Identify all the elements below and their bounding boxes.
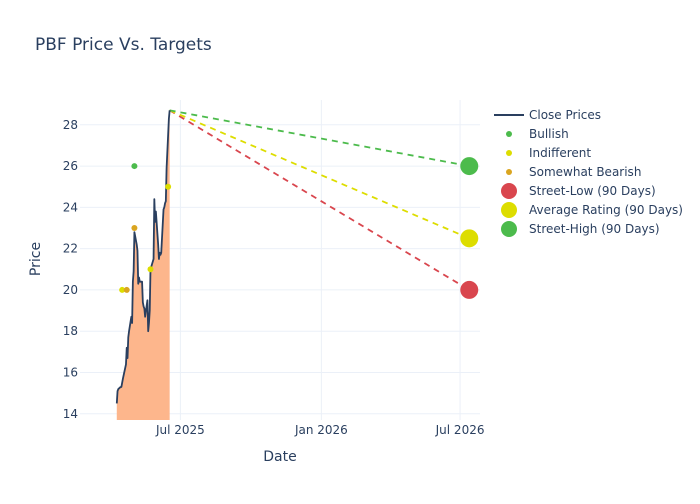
target-dashed-line xyxy=(169,109,470,167)
legend-label: Street-Low (90 Days) xyxy=(529,184,656,198)
legend-label: Indifferent xyxy=(529,146,591,160)
legend-label: Close Prices xyxy=(529,108,601,122)
y-tick-label: 24 xyxy=(63,200,78,214)
x-tick-label: Jul 2026 xyxy=(435,423,485,437)
y-tick-label: 14 xyxy=(63,407,78,421)
legend-label: Average Rating (90 Days) xyxy=(529,203,683,217)
y-tick-label: 20 xyxy=(63,283,78,297)
rating-marker xyxy=(131,163,138,170)
y-tick-label: 16 xyxy=(63,366,78,380)
target-marker xyxy=(460,280,479,299)
legend-swatch-target xyxy=(501,202,517,218)
x-tick-label: Jul 2025 xyxy=(155,423,205,437)
rating-markers xyxy=(119,157,479,299)
rating-marker xyxy=(123,286,130,293)
target-dashed-line xyxy=(169,109,470,291)
close-price-area xyxy=(116,110,170,421)
close-price-fill xyxy=(116,110,170,421)
rating-marker xyxy=(131,225,138,231)
y-tick-label: 28 xyxy=(63,118,78,132)
chart-title: PBF Price Vs. Targets xyxy=(35,35,212,55)
legend: Close Prices Bullish Indifferent Somewhat B… xyxy=(494,108,683,237)
legend-label: Bullish xyxy=(529,127,569,141)
y-tick-label: 18 xyxy=(63,324,78,338)
rating-marker xyxy=(165,183,172,190)
legend-label: Street-High (90 Days) xyxy=(529,222,660,236)
legend-swatch-target xyxy=(501,221,517,237)
close-price-line xyxy=(115,110,171,404)
x-tick-label: Jan 2026 xyxy=(294,423,348,437)
target-lines xyxy=(169,109,470,291)
x-axis-label: Date xyxy=(263,449,296,465)
legend-swatch-marker xyxy=(506,169,512,175)
legend-label: Somewhat Bearish xyxy=(529,165,641,179)
y-tick-label: 22 xyxy=(63,242,78,256)
legend-swatch-target xyxy=(501,183,517,199)
x-axis-ticks: Jul 2025 Jan 2026 Jul 2026 xyxy=(155,423,485,437)
y-axis-label: Price xyxy=(28,242,44,276)
y-tick-label: 26 xyxy=(63,159,78,173)
target-dashed-line xyxy=(169,109,470,240)
rating-marker xyxy=(147,266,154,273)
legend-swatch-marker xyxy=(506,131,512,137)
close-price-line-group xyxy=(115,110,171,404)
target-marker xyxy=(460,229,479,248)
rating-marker xyxy=(119,286,126,293)
legend-swatch-marker xyxy=(506,150,512,156)
y-axis-ticks: 14 16 18 20 22 24 26 28 xyxy=(63,118,78,421)
target-marker xyxy=(460,157,479,176)
